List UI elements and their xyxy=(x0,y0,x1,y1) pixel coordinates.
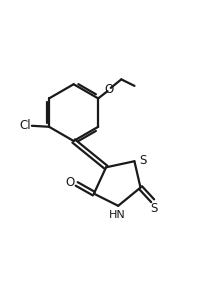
Text: Cl: Cl xyxy=(19,119,31,132)
Text: S: S xyxy=(139,154,146,166)
Text: O: O xyxy=(66,176,75,189)
Text: S: S xyxy=(150,202,157,215)
Text: O: O xyxy=(104,83,114,96)
Text: HN: HN xyxy=(109,210,126,220)
